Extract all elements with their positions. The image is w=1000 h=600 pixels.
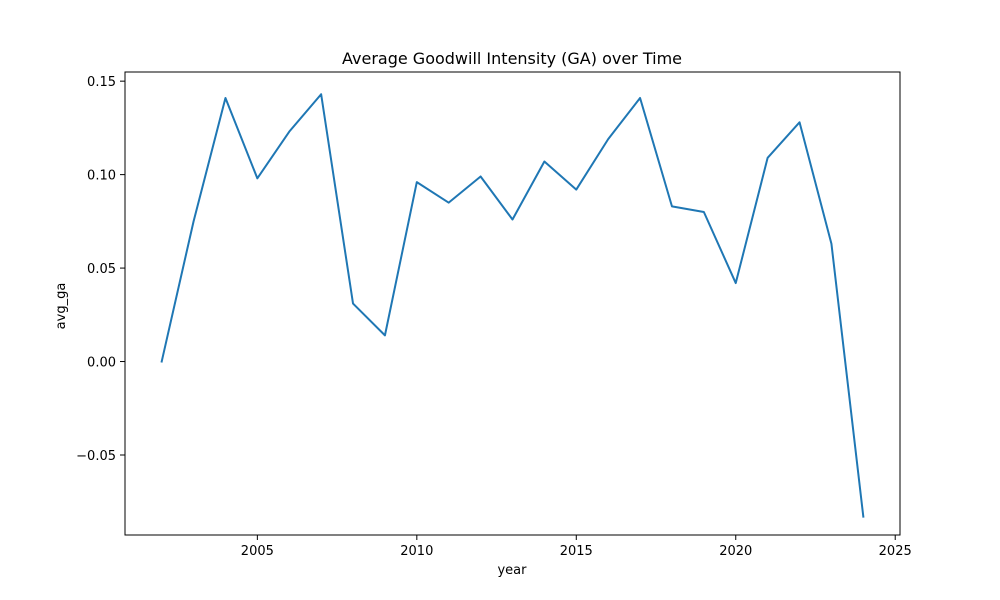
y-tick-label: 0.15 [87, 75, 116, 90]
x-tick-label: 2010 [400, 544, 433, 559]
y-axis-ticks: −0.05 0.00 0.05 0.10 0.15 [76, 75, 125, 464]
chart-title: Average Goodwill Intensity (GA) over Tim… [342, 49, 682, 68]
x-tick-label: 2015 [560, 544, 593, 559]
y-tick-label: 0.10 [87, 169, 116, 184]
y-tick-label: 0.00 [87, 356, 116, 371]
plot-frame [124, 71, 901, 536]
y-tick-label: 0.05 [87, 262, 116, 277]
x-tick-label: 2005 [241, 544, 274, 559]
series-line [160, 93, 865, 518]
x-axis-label: year [497, 563, 527, 578]
x-tick-label: 2025 [879, 544, 912, 559]
plot-area [124, 71, 901, 536]
y-axis-label: avg_ga [54, 283, 69, 330]
x-tick-label: 2020 [719, 544, 752, 559]
y-tick-label: −0.05 [76, 449, 116, 464]
x-axis-ticks: 2005 2010 2015 2020 2025 [241, 535, 912, 559]
